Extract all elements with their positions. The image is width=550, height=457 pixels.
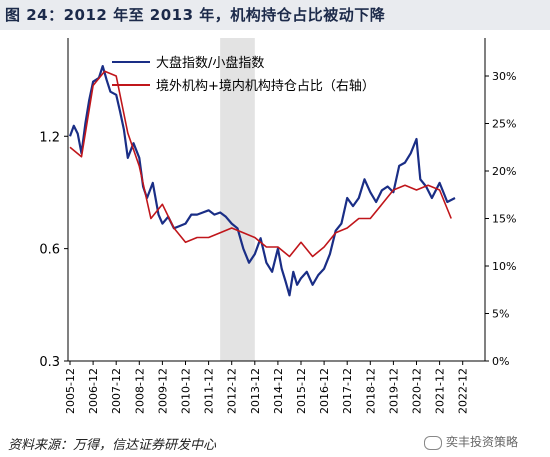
shaded-period-layer — [220, 38, 255, 361]
right-tick-label: 0% — [492, 355, 509, 368]
right-tick-label: 15% — [492, 213, 516, 226]
series-line-holding-ratio — [69, 70, 452, 258]
wechat-icon — [424, 435, 442, 450]
title-bar: 图 24：2012 年至 2013 年，机构持仓占比被动下降 — [0, 0, 550, 30]
right-tick-label: 20% — [492, 165, 516, 178]
right-tick-label: 5% — [492, 308, 509, 321]
x-tick-label: 2011-12 — [203, 368, 216, 414]
legend-label: 大盘指数/小盘指数 — [156, 55, 264, 71]
left-tick-label: 0.6 — [39, 243, 60, 258]
right-tick-label: 10% — [492, 260, 516, 273]
right-tick-label: 25% — [492, 118, 516, 131]
x-tick-label: 2019-12 — [387, 368, 400, 414]
x-tick-label: 2017-12 — [341, 368, 354, 414]
x-tick-label: 2010-12 — [180, 368, 193, 414]
x-tick-label: 2012-12 — [226, 368, 239, 414]
x-tick-label: 2018-12 — [364, 368, 377, 414]
left-tick-label: 1.2 — [39, 130, 60, 145]
x-tick-label: 2005-12 — [64, 368, 77, 414]
x-tick-label: 2016-12 — [318, 368, 331, 414]
axes — [67, 38, 486, 362]
right-tick-label: 30% — [492, 70, 516, 83]
series-line-index-ratio — [68, 65, 456, 297]
x-tick-label: 2021-12 — [434, 368, 447, 414]
x-tick-label: 2015-12 — [295, 368, 308, 414]
x-tick-label: 2006-12 — [87, 368, 100, 414]
x-tick-label: 2008-12 — [133, 368, 146, 414]
x-tick-label: 2007-12 — [110, 368, 123, 414]
x-tick-label: 2013-12 — [249, 368, 262, 414]
shaded-period — [220, 38, 255, 361]
series-lines — [68, 65, 456, 297]
watermark: 奕丰投资策略 — [424, 433, 518, 450]
tick-labels: 0.3 0.6 1.2 0% 5% 10% 15% 20% 25% 30% 2005-12 2006-… — [39, 70, 516, 414]
watermark-text: 奕丰投资策略 — [446, 435, 519, 449]
legend-label: 境外机构+境内机构持仓占比（右轴） — [156, 78, 375, 94]
x-tick-label: 2009-12 — [156, 368, 169, 414]
source-note: 资料来源：万得，信达证券研发中心 — [8, 438, 217, 453]
x-tick-label: 2014-12 — [272, 368, 285, 414]
x-tick-label: 2022-12 — [457, 368, 470, 414]
chart-title: 图 24：2012 年至 2013 年，机构持仓占比被动下降 — [5, 6, 386, 24]
x-tick-label: 2020-12 — [411, 368, 424, 414]
left-tick-label: 0.3 — [39, 355, 60, 370]
